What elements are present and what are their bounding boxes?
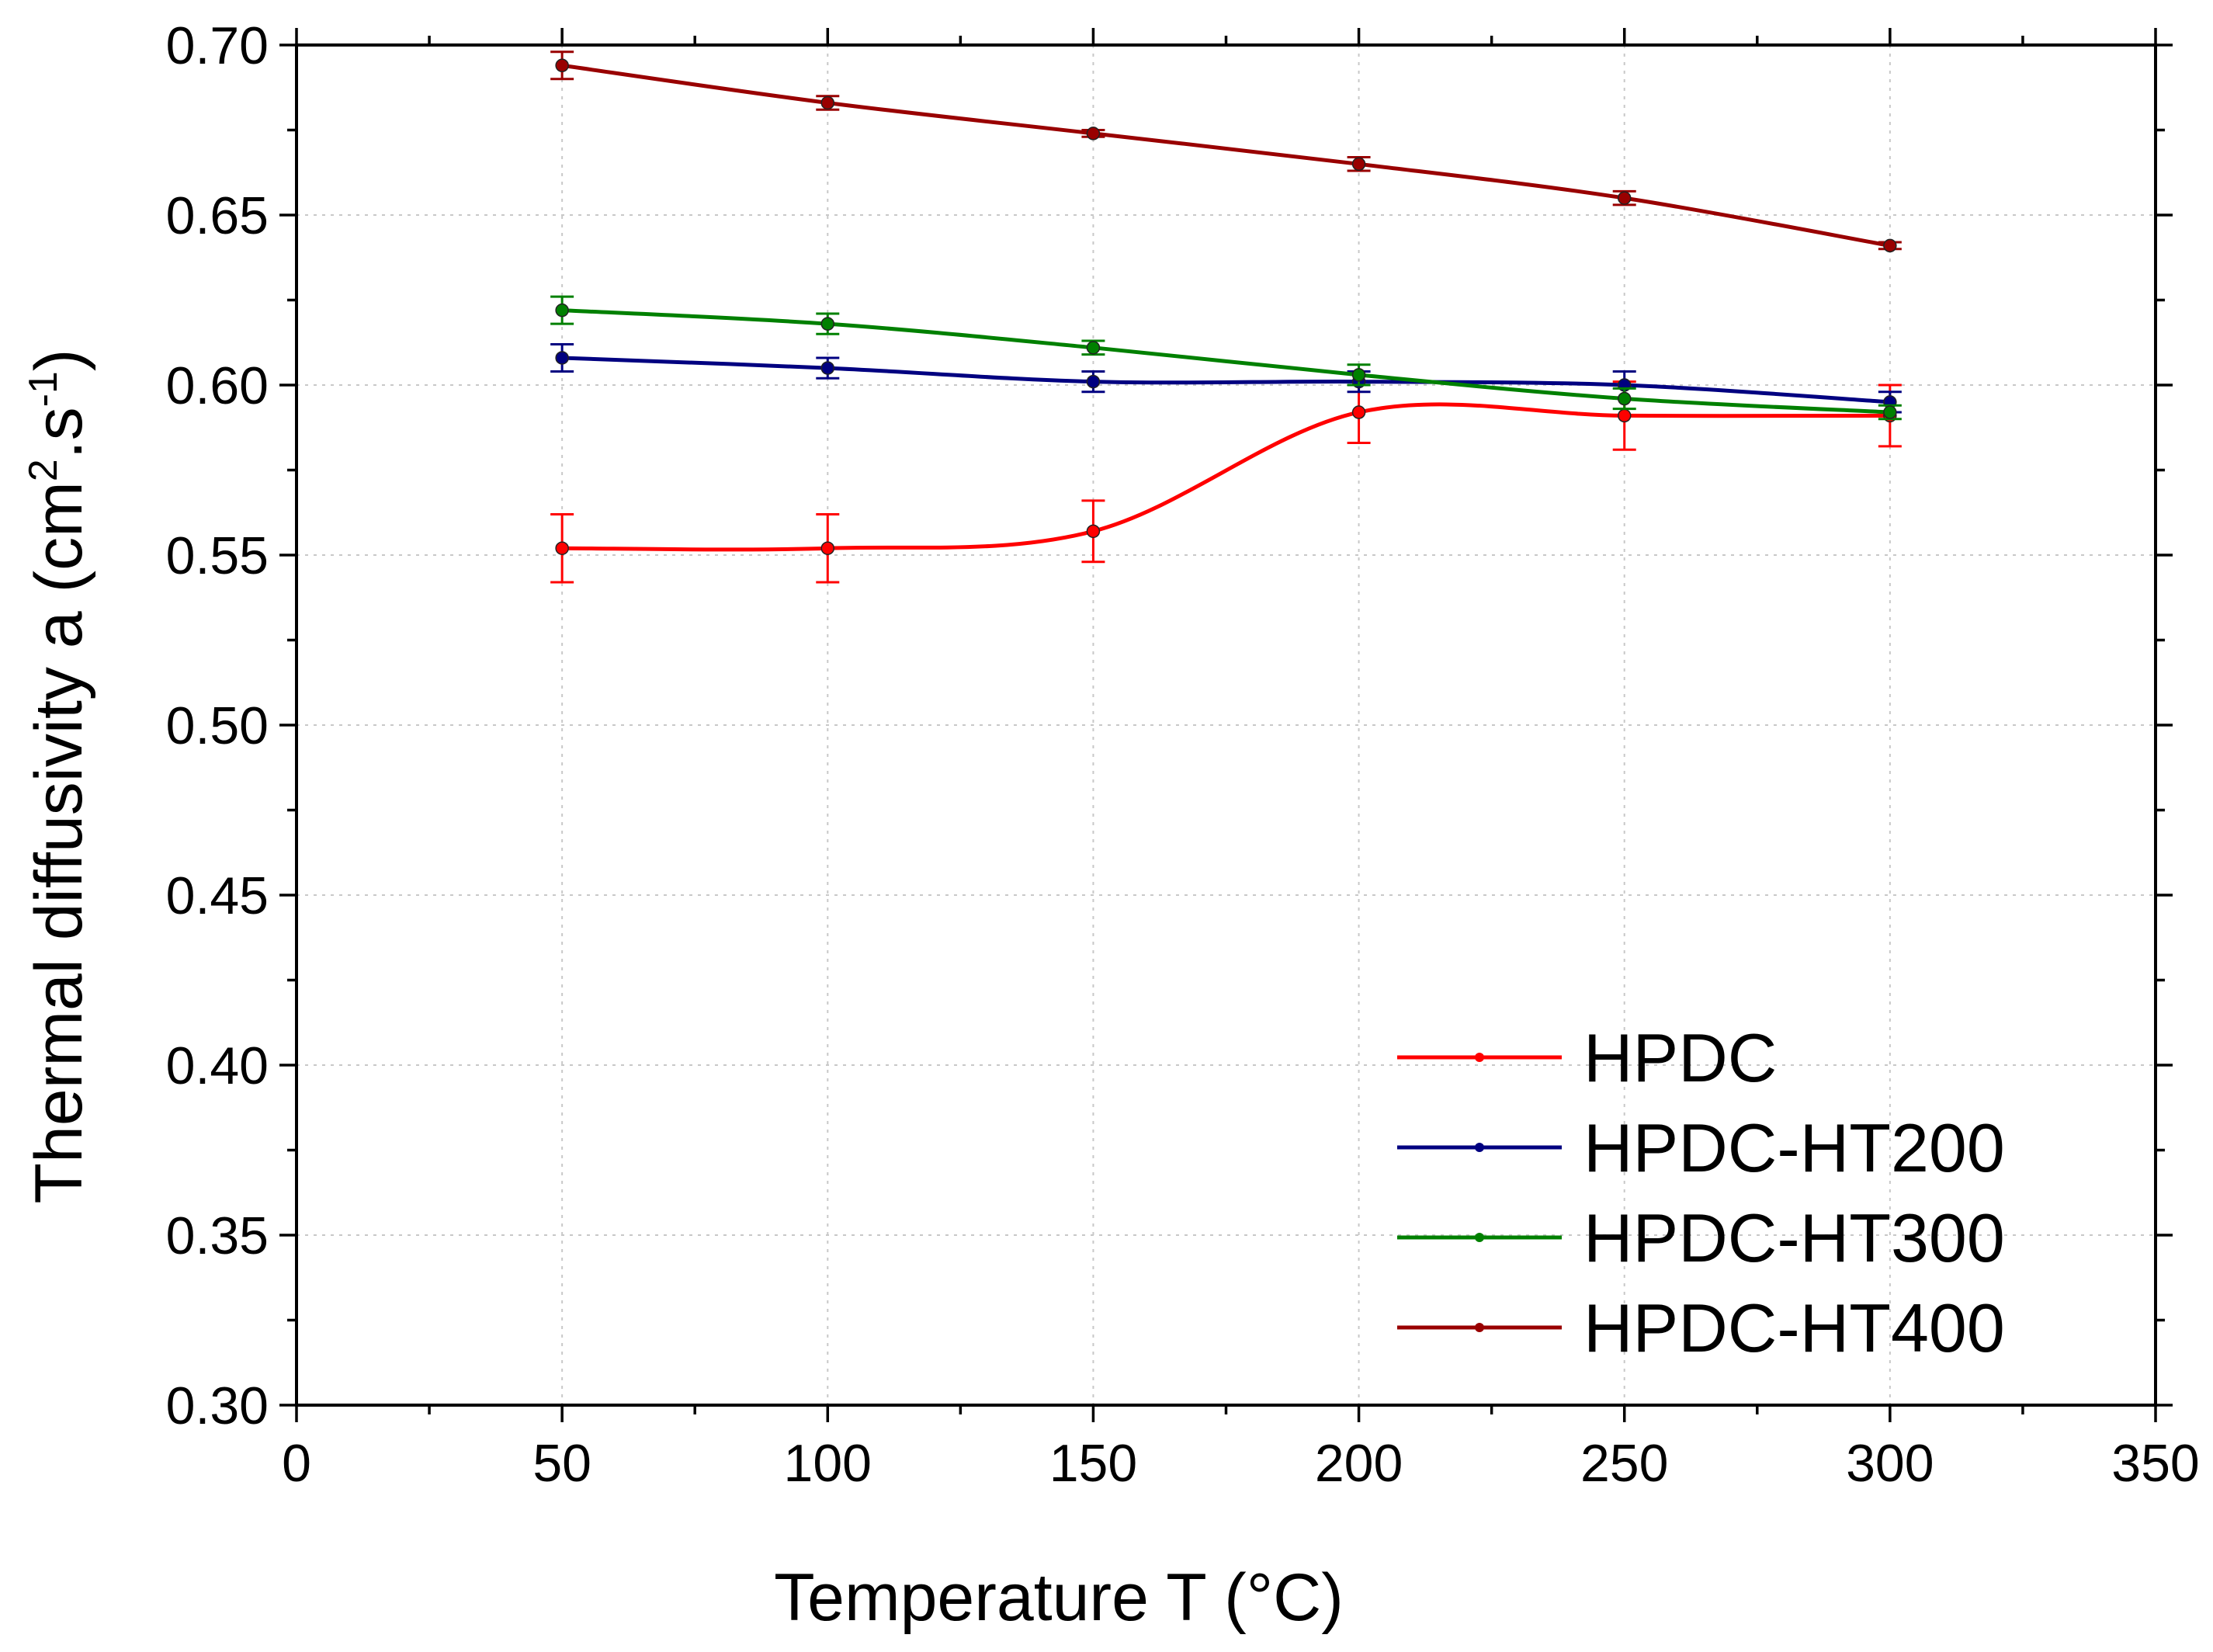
series-hpdc (550, 380, 1902, 584)
legend-swatch-marker (1475, 1233, 1484, 1242)
y-tick-label: 0.65 (166, 186, 269, 245)
series-line (562, 356, 1891, 404)
y-axis-title-sup1: 2 (21, 459, 66, 481)
legend: HPDC HPDC-HT200 HPDC-HT300 HPDC-HT400 (1397, 1019, 2005, 1366)
series-line (561, 63, 1891, 248)
data-point (1617, 391, 1632, 406)
series-hpdc-ht400 (550, 50, 1902, 253)
data-point (1351, 368, 1366, 382)
y-tick-label: 0.50 (166, 696, 269, 755)
series-layer (550, 50, 1902, 584)
data-point (820, 361, 835, 375)
data-point (820, 317, 835, 331)
y-axis-title-middle: .s (22, 407, 96, 459)
x-tick-label: 200 (1315, 1434, 1403, 1493)
legend-label: HPDC-HT400 (1583, 1289, 2005, 1366)
data-point (555, 58, 569, 73)
data-point (1883, 238, 1897, 253)
x-tick-label: 250 (1580, 1434, 1668, 1493)
x-tick-label: 150 (1049, 1434, 1137, 1493)
data-point (555, 351, 569, 365)
data-point (555, 541, 569, 555)
x-tick-label: 300 (1846, 1434, 1934, 1493)
y-axis-title-sup2: -1 (21, 371, 66, 407)
series-line (562, 308, 1890, 415)
y-tick-label: 0.45 (166, 866, 269, 925)
data-point (555, 303, 569, 318)
legend-label: HPDC-HT200 (1583, 1109, 2005, 1186)
data-point (1086, 127, 1101, 141)
grid-layer (297, 45, 2156, 1405)
y-axis-title: Thermal diffusivity a (cm2.s-1) (21, 349, 96, 1203)
data-point (1617, 191, 1632, 205)
x-tick-label: 100 (784, 1434, 872, 1493)
y-axis-title-suffix: ) (22, 349, 96, 371)
data-point (820, 95, 835, 110)
x-tick-label: 50 (532, 1434, 591, 1493)
x-axis-title: Temperature T (°C) (774, 1560, 1344, 1635)
data-point (1086, 374, 1101, 389)
series-line (562, 402, 1890, 552)
data-point (1617, 408, 1632, 423)
legend-swatch-marker (1475, 1323, 1484, 1332)
legend-label: HPDC (1583, 1019, 1777, 1096)
data-point (1351, 157, 1366, 172)
y-tick-label: 0.55 (166, 526, 269, 585)
y-tick-label: 0.60 (166, 356, 269, 415)
y-tick-label: 0.70 (166, 16, 269, 75)
y-axis-title-prefix: Thermal diffusivity a (cm (22, 481, 96, 1203)
x-tick-label: 350 (2111, 1434, 2199, 1493)
legend-swatch-marker (1475, 1053, 1484, 1062)
y-tick-label: 0.40 (166, 1036, 269, 1095)
axes-layer: 0 50 100 150 200 250 300 350 0.30 0.35 0.40 0.45 0.5… (166, 16, 2200, 1493)
y-tick-label: 0.35 (166, 1206, 269, 1265)
legend-label: HPDC-HT300 (1583, 1199, 2005, 1276)
data-point (1086, 341, 1101, 355)
y-tick-label: 0.30 (166, 1376, 269, 1435)
series-hpdc-ht300 (550, 295, 1902, 421)
data-point (1351, 405, 1366, 419)
data-point (1883, 405, 1897, 419)
data-point (1086, 524, 1101, 539)
data-point (820, 541, 835, 555)
legend-swatch-marker (1475, 1143, 1484, 1152)
x-tick-label: 0 (282, 1434, 311, 1493)
